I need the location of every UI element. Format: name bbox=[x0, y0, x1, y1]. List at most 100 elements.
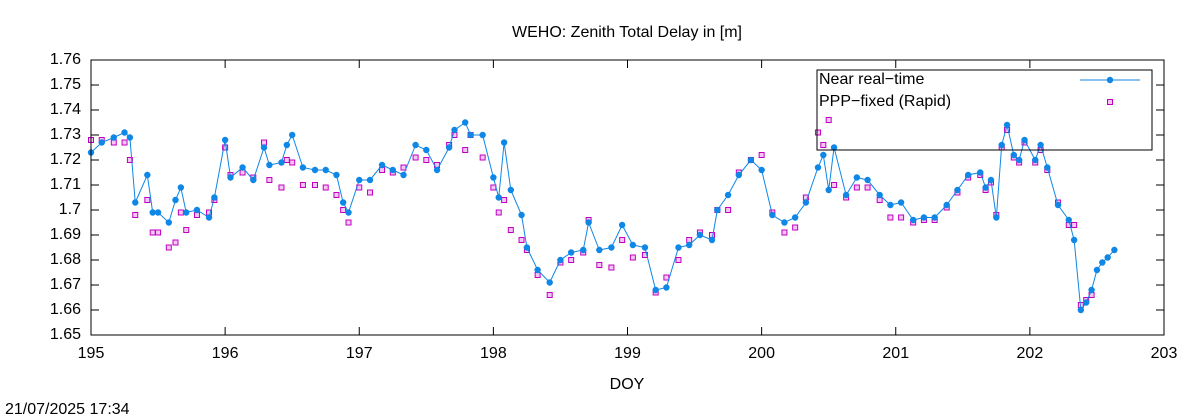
data-point bbox=[708, 232, 715, 238]
data-point bbox=[864, 176, 871, 184]
data-point bbox=[221, 136, 229, 144]
data-point bbox=[518, 211, 525, 219]
data-point bbox=[1111, 246, 1118, 254]
data-point bbox=[379, 167, 386, 173]
data-point bbox=[596, 246, 603, 254]
data-point bbox=[825, 186, 832, 194]
data-point bbox=[781, 229, 788, 236]
data-point bbox=[288, 131, 296, 139]
data-point bbox=[250, 176, 257, 184]
data-point bbox=[931, 214, 938, 221]
data-point bbox=[333, 171, 340, 179]
data-point bbox=[193, 206, 201, 214]
data-point bbox=[1099, 259, 1106, 266]
x-tick-label: 197 bbox=[346, 345, 373, 362]
data-point bbox=[758, 152, 765, 158]
data-point bbox=[1071, 222, 1078, 228]
data-point bbox=[266, 161, 273, 169]
data-point bbox=[825, 117, 832, 123]
y-tick-label: 1.69 bbox=[50, 226, 81, 243]
data-point bbox=[177, 209, 184, 216]
y-tick-label: 1.67 bbox=[50, 276, 81, 293]
data-point bbox=[943, 201, 950, 209]
data-point bbox=[333, 192, 340, 198]
data-point bbox=[172, 239, 179, 246]
data-point bbox=[322, 166, 329, 174]
data-point bbox=[500, 139, 508, 146]
data-point bbox=[596, 262, 603, 268]
x-tick-label: 203 bbox=[1151, 345, 1178, 362]
data-point bbox=[568, 257, 575, 263]
data-point bbox=[490, 174, 497, 181]
data-point bbox=[864, 184, 871, 191]
data-point bbox=[132, 212, 139, 218]
data-point bbox=[278, 184, 285, 191]
y-tick-label: 1.68 bbox=[50, 251, 81, 268]
y-tick-label: 1.75 bbox=[50, 76, 81, 93]
x-tick-label: 202 bbox=[1017, 345, 1044, 362]
data-point bbox=[165, 219, 172, 226]
data-point bbox=[708, 236, 716, 244]
data-point bbox=[792, 224, 799, 231]
data-point bbox=[853, 174, 861, 181]
data-point bbox=[467, 131, 474, 139]
data-point bbox=[121, 129, 128, 136]
x-axis-label: DOY bbox=[610, 376, 645, 393]
data-point bbox=[1104, 254, 1111, 261]
data-point bbox=[557, 256, 564, 264]
data-point bbox=[629, 254, 636, 261]
data-point bbox=[820, 142, 827, 148]
data-point bbox=[920, 214, 928, 221]
data-point bbox=[1093, 266, 1101, 274]
data-point bbox=[110, 139, 117, 146]
data-point bbox=[423, 157, 430, 163]
data-point bbox=[299, 182, 306, 188]
data-point bbox=[266, 177, 273, 183]
x-tick-label: 201 bbox=[882, 345, 909, 362]
x-tick-label: 195 bbox=[78, 345, 105, 362]
data-point bbox=[993, 214, 1000, 221]
data-point bbox=[909, 216, 917, 224]
y-tick-label: 1.7 bbox=[59, 201, 81, 218]
data-point bbox=[345, 209, 352, 216]
data-point bbox=[1070, 236, 1078, 244]
data-point bbox=[260, 144, 268, 151]
data-point bbox=[898, 214, 905, 221]
data-point bbox=[814, 129, 821, 136]
legend-marker bbox=[1106, 76, 1114, 84]
data-point bbox=[954, 186, 961, 194]
data-point bbox=[283, 141, 291, 149]
data-point bbox=[289, 159, 296, 166]
data-point bbox=[412, 141, 419, 149]
data-point bbox=[183, 227, 190, 233]
data-point bbox=[546, 279, 553, 286]
y-tick-label: 1.65 bbox=[50, 326, 81, 343]
data-point bbox=[1088, 286, 1095, 294]
data-point bbox=[1010, 151, 1017, 159]
data-point bbox=[830, 144, 838, 151]
data-point bbox=[339, 199, 347, 206]
data-point bbox=[987, 176, 995, 184]
y-tick-label: 1.73 bbox=[50, 126, 81, 143]
data-point bbox=[887, 214, 894, 221]
data-point bbox=[412, 154, 419, 161]
data-point bbox=[618, 221, 626, 229]
data-point bbox=[126, 157, 133, 163]
data-point bbox=[366, 189, 373, 196]
data-point bbox=[445, 144, 453, 151]
data-point bbox=[675, 257, 682, 263]
data-point bbox=[523, 244, 531, 251]
data-point bbox=[299, 164, 307, 171]
data-point bbox=[495, 209, 502, 216]
x-tick-label: 200 bbox=[748, 345, 775, 362]
timestamp: 21/07/2025 17:34 bbox=[5, 401, 130, 418]
data-point bbox=[149, 229, 156, 236]
data-point bbox=[714, 206, 721, 214]
x-tick-label: 196 bbox=[212, 345, 239, 362]
data-point bbox=[724, 191, 732, 199]
data-point bbox=[518, 237, 525, 243]
data-point bbox=[165, 244, 172, 251]
data-point bbox=[222, 144, 229, 151]
y-tick-label: 1.76 bbox=[50, 51, 81, 68]
